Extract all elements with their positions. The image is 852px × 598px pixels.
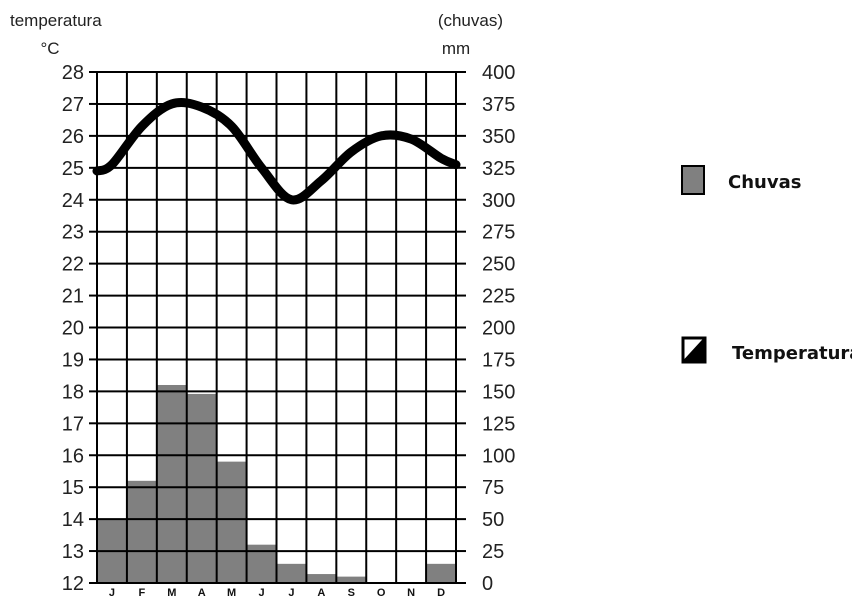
left-tick-label: 19 xyxy=(62,349,84,371)
left-axis-unit: °C xyxy=(40,39,59,58)
right-tick-label: 0 xyxy=(482,573,493,595)
right-tick-label: 375 xyxy=(482,94,515,116)
rainfall-bar-2 xyxy=(126,480,157,583)
right-tick-label: 300 xyxy=(482,190,515,212)
rainfall-bar-3 xyxy=(156,384,187,583)
legend-item-chuvas: Chuvas xyxy=(681,165,801,195)
filled-square-icon xyxy=(681,165,705,195)
right-tick-label: 25 xyxy=(482,541,504,563)
left-tick-label: 25 xyxy=(62,158,84,180)
right-tick-label: 75 xyxy=(482,477,504,499)
left-tick-label: 16 xyxy=(62,445,84,467)
month-tick-label: M xyxy=(167,587,176,598)
month-tick-label: M xyxy=(227,587,236,598)
legend-label-temperaturas: Temperaturas xyxy=(732,343,852,364)
left-tick-label: 13 xyxy=(62,541,84,563)
left-tick-label: 17 xyxy=(62,413,84,435)
right-axis-unit: mm xyxy=(442,39,470,58)
rainfall-bar-7 xyxy=(276,563,307,583)
right-tick-label: 225 xyxy=(482,286,515,308)
right-tick-label: 275 xyxy=(482,222,515,244)
right-axis-title: (chuvas) xyxy=(438,11,503,30)
left-tick-label: 22 xyxy=(62,254,84,276)
month-tick-label: F xyxy=(139,587,146,598)
rainfall-bar-9 xyxy=(336,576,367,583)
rainfall-bar-4 xyxy=(186,393,217,583)
month-tick-label: A xyxy=(317,587,325,598)
legend-label-chuvas: Chuvas xyxy=(728,172,801,193)
left-tick-label: 15 xyxy=(62,477,84,499)
month-tick-label: D xyxy=(437,587,445,598)
left-tick-label: 26 xyxy=(62,126,84,148)
month-tick-label: N xyxy=(407,587,415,598)
left-tick-label: 20 xyxy=(62,318,84,340)
right-tick-label: 125 xyxy=(482,413,515,435)
left-tick-label: 21 xyxy=(62,286,84,308)
right-tick-label: 175 xyxy=(482,349,515,371)
month-tick-label: A xyxy=(198,587,206,598)
month-tick-label: J xyxy=(109,587,115,598)
left-tick-label: 27 xyxy=(62,94,84,116)
left-tick-label: 18 xyxy=(62,381,84,403)
left-tick-label: 23 xyxy=(62,222,84,244)
month-tick-label: S xyxy=(348,587,355,598)
left-tick-label: 28 xyxy=(62,62,84,84)
month-tick-label: O xyxy=(377,587,386,598)
month-tick-label: J xyxy=(258,587,264,598)
right-tick-label: 200 xyxy=(482,318,515,340)
right-tick-label: 150 xyxy=(482,381,515,403)
left-axis-title: temperatura xyxy=(10,11,102,30)
rainfall-bars xyxy=(97,384,456,583)
legend: Chuvas Temperaturas xyxy=(681,165,852,364)
right-tick-label: 250 xyxy=(482,254,515,276)
left-tick-label: 12 xyxy=(62,573,84,595)
right-tick-label: 325 xyxy=(482,158,515,180)
rainfall-bar-5 xyxy=(216,461,247,583)
temperature-line xyxy=(92,98,461,205)
left-axis-ticks: 28 27 26 25 24 23 22 21 20 19 18 17 16 15 14 13 12 xyxy=(62,62,84,595)
right-tick-label: 50 xyxy=(482,509,504,531)
left-tick-label: 24 xyxy=(62,190,84,212)
rainfall-bar-12 xyxy=(426,563,456,583)
month-tick-label: J xyxy=(288,587,294,598)
half-filled-square-icon xyxy=(681,336,707,364)
right-tick-label: 350 xyxy=(482,126,515,148)
legend-item-temperaturas: Temperaturas xyxy=(681,336,852,364)
left-tick-label: 14 xyxy=(62,509,84,531)
rainfall-bar-8 xyxy=(306,574,337,583)
right-axis-ticks: 4003753503253002752502252001751501251007… xyxy=(482,62,515,595)
right-tick-label: 400 xyxy=(482,62,515,84)
right-tick-label: 100 xyxy=(482,445,515,467)
